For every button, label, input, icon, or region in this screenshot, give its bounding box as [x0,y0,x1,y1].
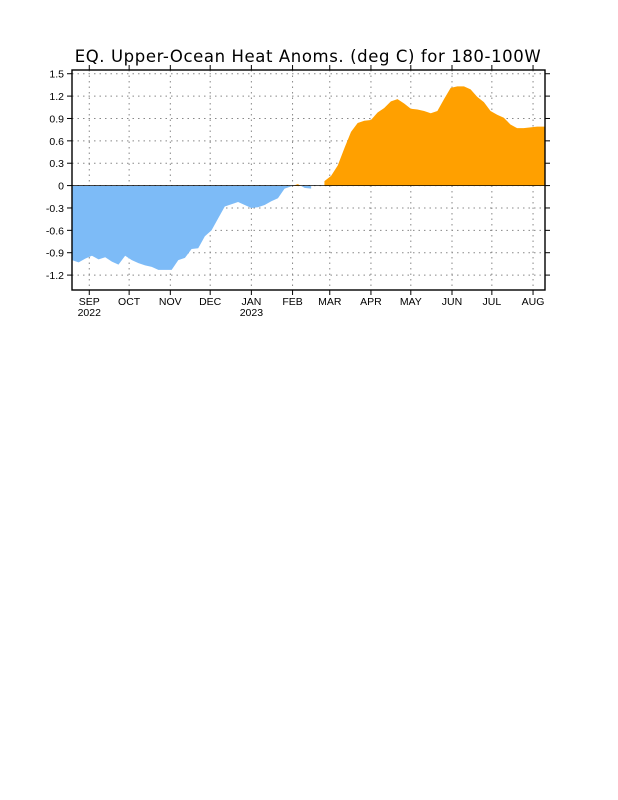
x-tick-year-label: 2022 [78,307,102,319]
chart-title: EQ. Upper-Ocean Heat Anoms. (deg C) for … [75,47,542,66]
x-tick-label: DEC [199,296,222,308]
anomaly-areas [72,86,545,270]
y-tick-label: 1.2 [49,91,64,103]
x-tick-label: MAR [318,296,342,308]
y-tick-label: 0.6 [49,136,64,148]
y-tick-label: 0.3 [49,158,64,170]
x-tick-label: SEP [79,296,100,308]
y-tick-label: 0.9 [49,113,64,125]
x-tick-label: JAN [241,296,261,308]
y-tick-label: -0.9 [46,248,64,260]
y-tick-label: -0.6 [46,225,64,237]
x-tick-label: OCT [118,296,141,308]
positive-anomaly-area [293,86,545,186]
y-tick-label: 0 [58,181,64,193]
y-tick-label: -1.2 [46,270,64,282]
x-tick-label: NOV [159,296,182,308]
x-tick-label: APR [360,296,382,308]
x-tick-label: JUN [442,296,462,308]
negative-anomaly-area [72,185,312,270]
x-tick-label: AUG [522,296,545,308]
y-tick-label: 1.5 [49,69,64,81]
x-tick-label: MAY [400,296,422,308]
x-tick-label: JUL [483,296,502,308]
x-tick-year-label: 2023 [240,307,264,319]
x-tick-label: FEB [282,296,302,308]
y-tick-label: -0.3 [46,203,64,215]
plot-frame [71,69,546,291]
